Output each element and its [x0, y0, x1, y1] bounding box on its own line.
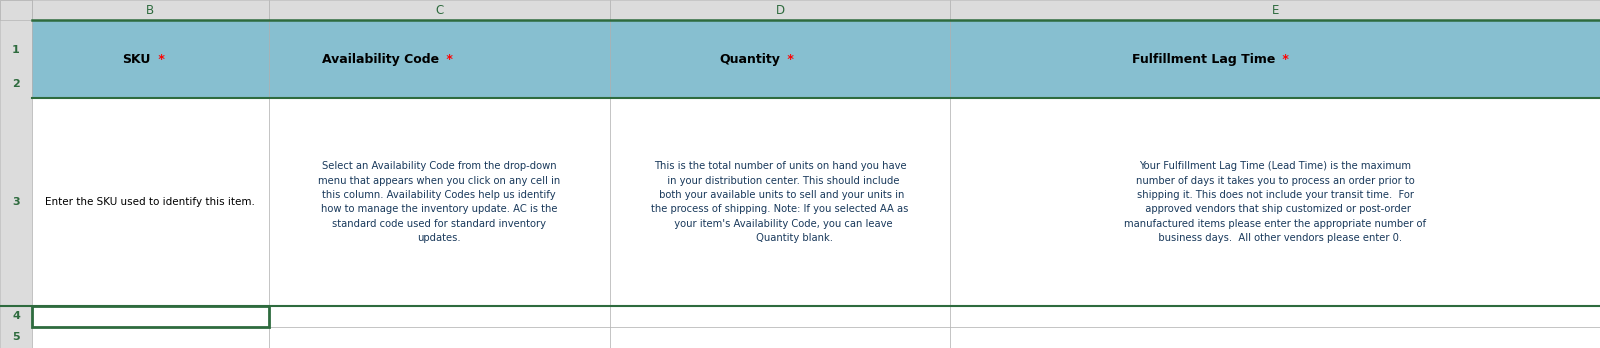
- Text: *: *: [442, 53, 453, 66]
- Bar: [0, 0, 32, 348]
- Text: 5: 5: [13, 332, 19, 342]
- Bar: [32, 98, 269, 306]
- Text: *: *: [154, 53, 165, 66]
- Text: Your Fulfillment Lag Time (Lead Time) is the maximum
number of days it takes you: Your Fulfillment Lag Time (Lead Time) is…: [1125, 161, 1426, 243]
- Bar: [32, 306, 269, 327]
- Text: B: B: [146, 3, 155, 17]
- Bar: [32, 306, 269, 327]
- Bar: [610, 0, 950, 20]
- Text: D: D: [776, 3, 784, 17]
- Text: 3: 3: [13, 197, 19, 207]
- Bar: [950, 327, 1600, 348]
- Text: *: *: [1278, 53, 1290, 66]
- Text: SKU: SKU: [122, 53, 150, 66]
- Text: E: E: [1272, 3, 1278, 17]
- Bar: [610, 327, 950, 348]
- Text: *: *: [784, 53, 794, 66]
- Bar: [610, 20, 950, 98]
- Text: Enter the SKU used to identify this item.: Enter the SKU used to identify this item…: [45, 197, 254, 207]
- Text: C: C: [435, 3, 443, 17]
- Text: Availability Code: Availability Code: [322, 53, 438, 66]
- Text: This is the total number of units on hand you have
  in your distribution center: This is the total number of units on han…: [651, 161, 909, 243]
- Text: Fulfillment Lag Time: Fulfillment Lag Time: [1131, 53, 1275, 66]
- Bar: [610, 306, 950, 327]
- Text: Quantity: Quantity: [718, 53, 781, 66]
- Text: 4: 4: [13, 311, 19, 321]
- Bar: [950, 20, 1600, 98]
- Text: 1: 1: [13, 45, 19, 55]
- Bar: [610, 98, 950, 306]
- Bar: [32, 20, 269, 98]
- Bar: [950, 306, 1600, 327]
- Bar: [950, 98, 1600, 306]
- Bar: [269, 20, 610, 98]
- Bar: [950, 0, 1600, 20]
- Bar: [32, 0, 269, 20]
- Bar: [32, 327, 269, 348]
- Bar: [269, 98, 610, 306]
- Bar: [269, 306, 610, 327]
- Text: 2: 2: [13, 79, 19, 89]
- Bar: [269, 327, 610, 348]
- Bar: [269, 0, 610, 20]
- Bar: [0, 0, 32, 20]
- Text: Select an Availability Code from the drop-down
menu that appears when you click : Select an Availability Code from the dro…: [318, 161, 560, 243]
